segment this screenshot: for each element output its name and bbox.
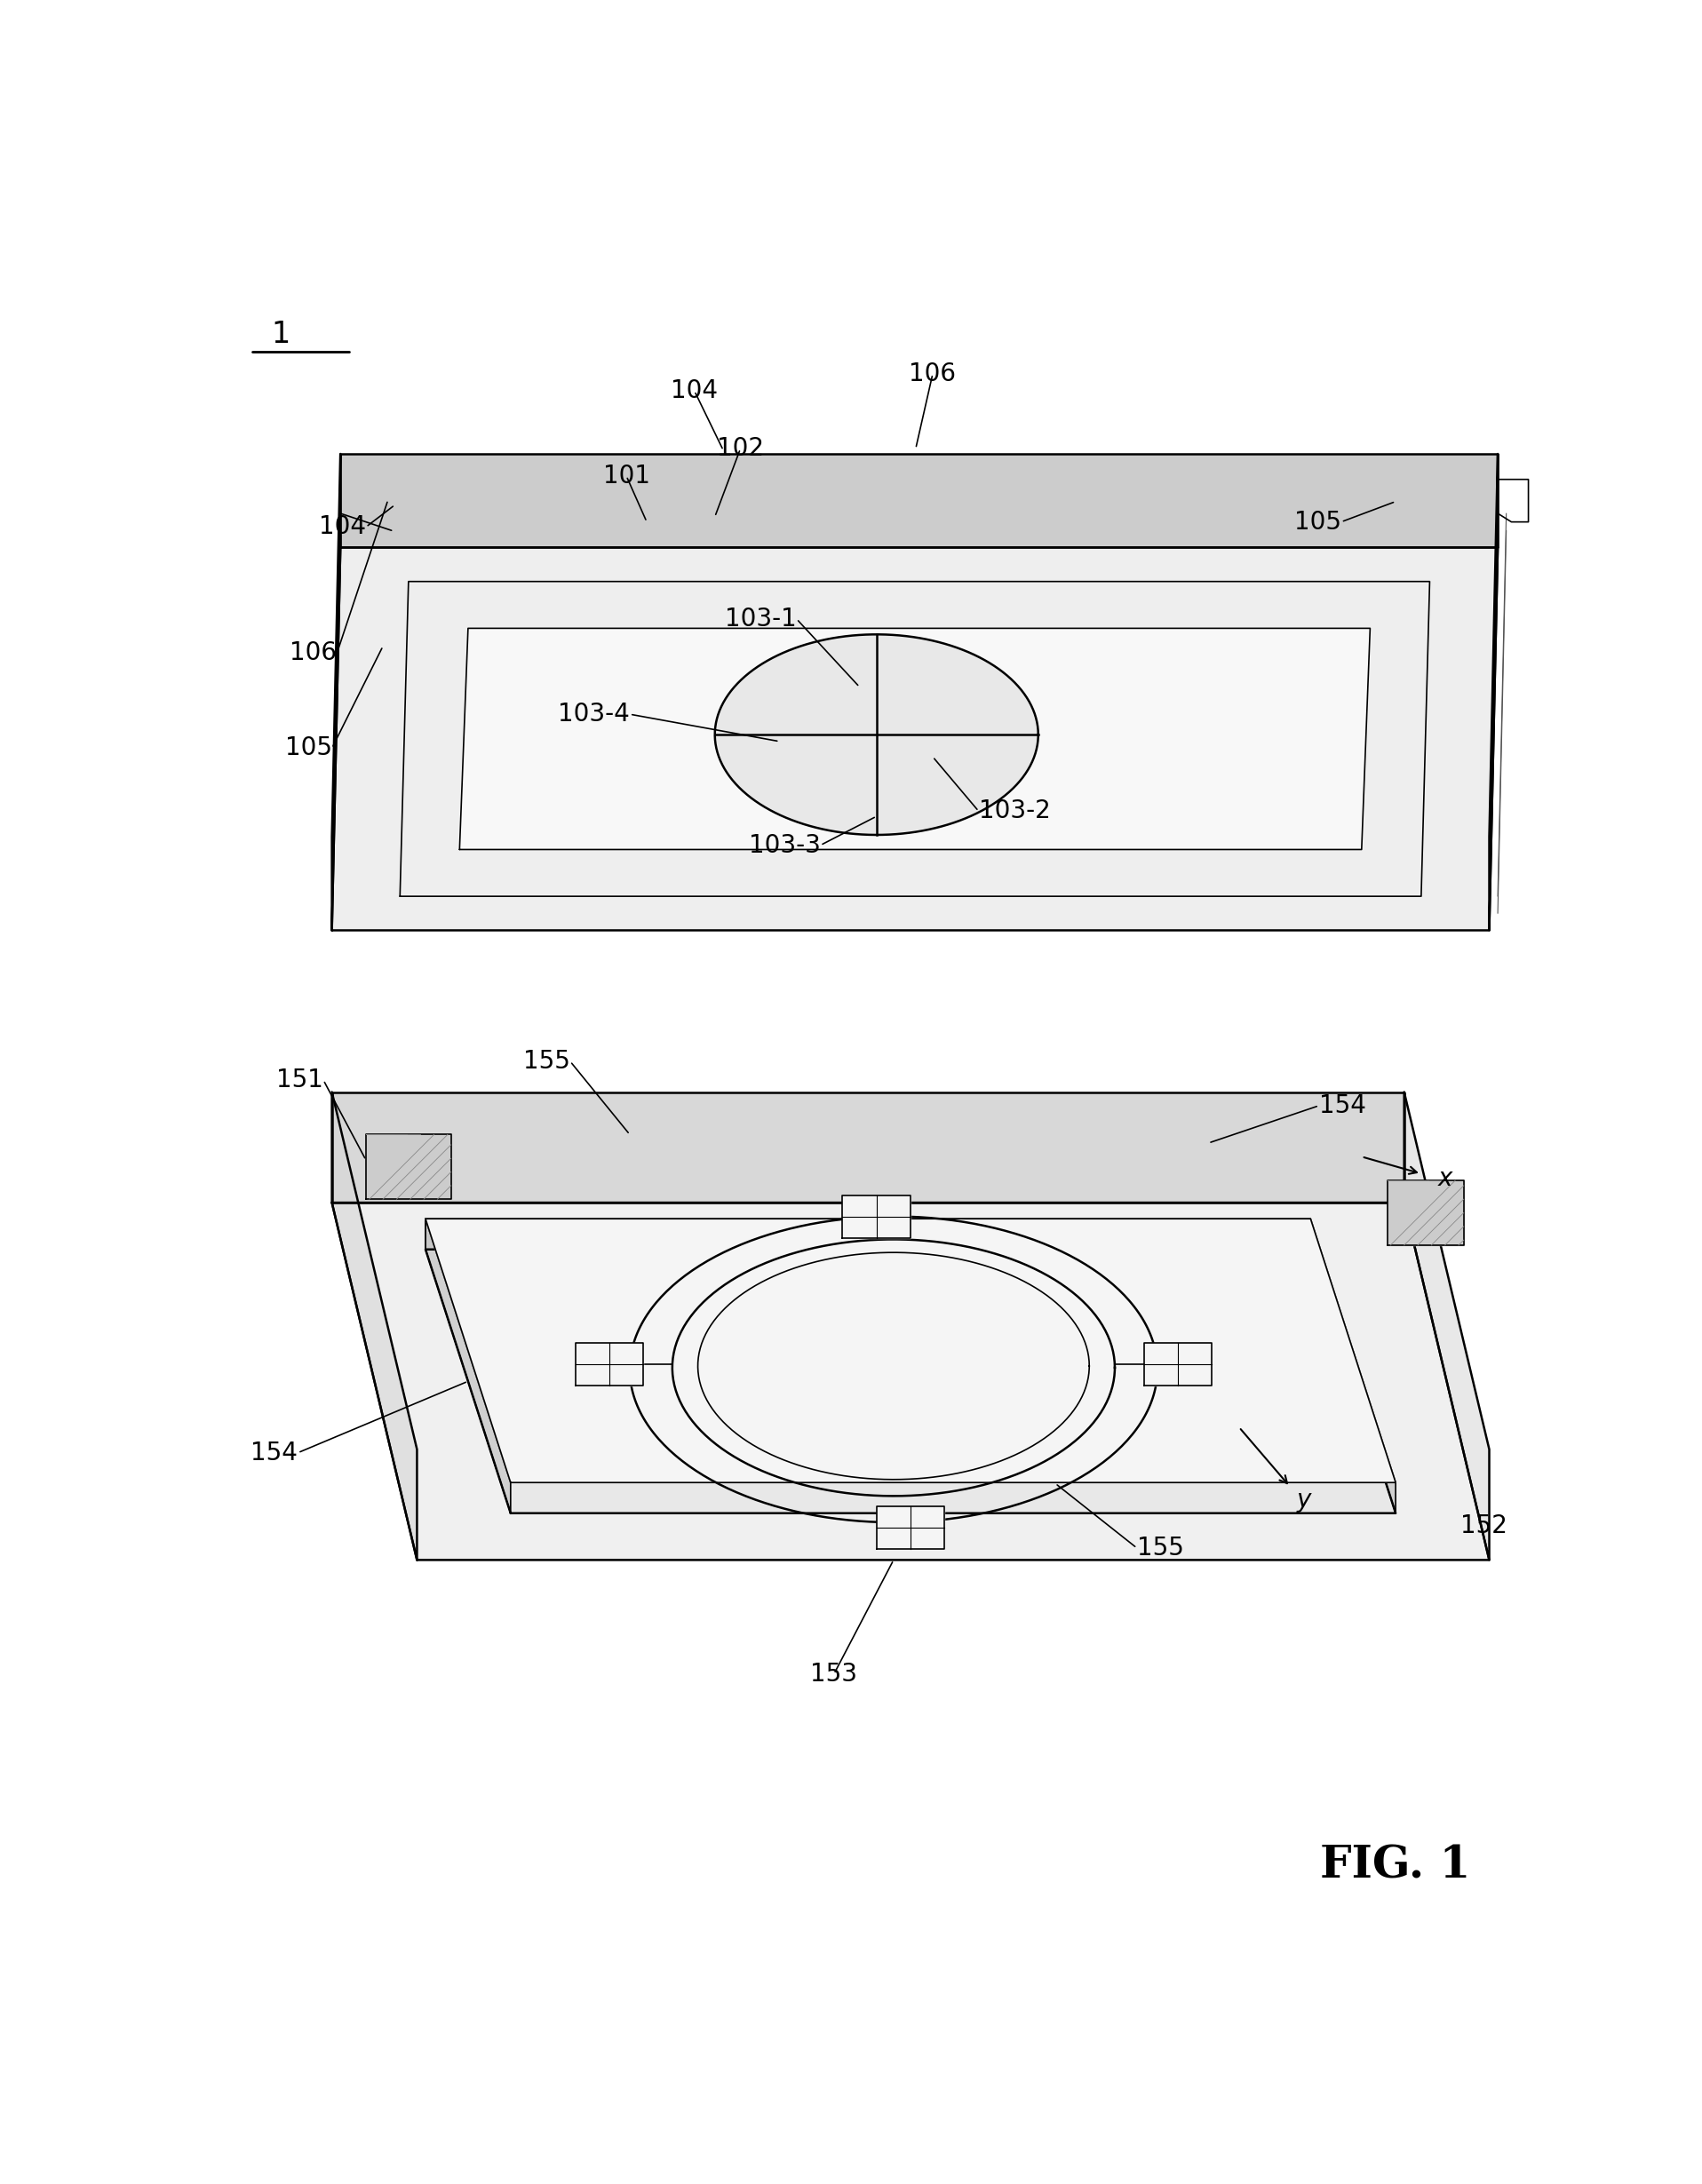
Text: 104: 104 xyxy=(318,515,366,539)
Text: 106: 106 xyxy=(289,640,337,666)
Polygon shape xyxy=(1144,1343,1212,1385)
Text: 155: 155 xyxy=(523,1048,570,1075)
Polygon shape xyxy=(1311,1219,1396,1514)
Text: y: y xyxy=(1297,1487,1312,1514)
Polygon shape xyxy=(715,633,1038,834)
Text: 154: 154 xyxy=(250,1439,298,1465)
Text: 105: 105 xyxy=(284,736,332,760)
Text: 102: 102 xyxy=(717,437,764,461)
Text: 153: 153 xyxy=(810,1662,858,1686)
Polygon shape xyxy=(332,1092,417,1559)
Polygon shape xyxy=(332,548,1498,930)
Text: 105: 105 xyxy=(1294,509,1341,535)
Text: 103-1: 103-1 xyxy=(725,607,797,631)
Polygon shape xyxy=(1404,1092,1489,1559)
Text: 103-4: 103-4 xyxy=(558,701,630,727)
Polygon shape xyxy=(332,454,340,930)
Polygon shape xyxy=(575,1343,643,1385)
Polygon shape xyxy=(332,1092,1404,1203)
Polygon shape xyxy=(332,1203,1489,1559)
Polygon shape xyxy=(426,1249,1396,1514)
Polygon shape xyxy=(842,1195,911,1238)
Polygon shape xyxy=(1489,454,1498,930)
Text: 101: 101 xyxy=(603,463,650,489)
Text: 1: 1 xyxy=(271,321,291,349)
Polygon shape xyxy=(426,1219,511,1514)
Polygon shape xyxy=(460,629,1370,850)
Polygon shape xyxy=(426,1219,1311,1249)
Polygon shape xyxy=(1387,1182,1464,1245)
Text: 103-3: 103-3 xyxy=(749,832,820,858)
Text: FIG. 1: FIG. 1 xyxy=(1321,1845,1471,1887)
Text: 106: 106 xyxy=(909,360,957,387)
Text: 154: 154 xyxy=(1319,1094,1367,1118)
Polygon shape xyxy=(366,1133,451,1199)
Text: 151: 151 xyxy=(276,1068,323,1092)
Polygon shape xyxy=(877,1507,945,1548)
Text: 103-2: 103-2 xyxy=(979,799,1050,823)
Polygon shape xyxy=(340,454,1498,548)
Text: 104: 104 xyxy=(671,378,718,404)
Text: x: x xyxy=(1438,1166,1454,1190)
Polygon shape xyxy=(426,1219,1396,1483)
Text: 152: 152 xyxy=(1460,1514,1508,1538)
Text: 155: 155 xyxy=(1137,1535,1185,1562)
